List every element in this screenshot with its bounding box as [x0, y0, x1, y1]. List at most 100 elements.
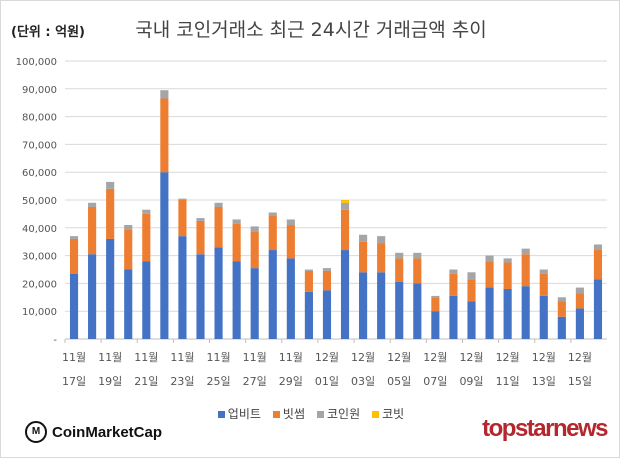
legend-swatch: [317, 411, 324, 418]
bar-segment-코인원: [340, 202, 350, 210]
legend-swatch: [217, 411, 225, 418]
bar-segment-빗썸: [250, 231, 259, 269]
bar-segment-코인원: [304, 269, 313, 271]
bar-segment-업비트: [377, 272, 386, 339]
bar-segment-빗썸: [449, 273, 458, 296]
legend-label: 코인원: [327, 407, 361, 421]
legend-item: 업비트: [217, 407, 261, 421]
legend-swatch: [372, 411, 380, 418]
bar-segment-코인원: [377, 236, 386, 244]
x-tick-label: 11일: [496, 374, 520, 388]
bar-segment-코인원: [593, 244, 603, 251]
bar-segment-빗썸: [106, 188, 115, 239]
x-tick-label: 12월: [315, 351, 339, 364]
y-tick-label: -: [53, 335, 57, 346]
x-tick-label: 11월: [62, 351, 86, 364]
bar-segment-코인원: [485, 255, 494, 262]
chart-title: 국내 코인거래소 최근 24시간 거래금액 추이: [135, 19, 487, 41]
x-tick-label: 03일: [351, 374, 375, 388]
bar-segment-업비트: [142, 261, 151, 339]
bar-segment-업비트: [88, 254, 97, 339]
bar-segment-업비트: [521, 286, 530, 339]
y-tick-label: 40,000: [22, 224, 57, 235]
bar-segment-빗썸: [286, 225, 295, 259]
bar-segment-빗썸: [413, 258, 422, 284]
bar-segment-코인원: [449, 269, 458, 274]
bar-segment-업비트: [304, 291, 313, 339]
bar-segment-빗썸: [142, 213, 151, 262]
bar-segment-업비트: [322, 290, 332, 339]
bar-segment-업비트: [106, 238, 115, 339]
unit-label: (단위 : 억원): [11, 25, 85, 40]
coinmarketcap-logo: M CoinMarketCap: [25, 421, 162, 443]
bar-segment-코인원: [69, 236, 79, 239]
bar-segment-빗썸: [467, 279, 476, 302]
x-tick-label: 11월: [98, 351, 122, 364]
bar-segment-업비트: [485, 287, 494, 339]
bar-segment-빗썸: [359, 241, 368, 273]
bar-segment-빗썸: [521, 254, 530, 287]
legend-item: 코인원: [317, 407, 360, 421]
bar-segment-코인원: [359, 234, 368, 242]
bar-segment-업비트: [503, 288, 512, 339]
bar-segment-빗썸: [69, 238, 79, 274]
stacked-bar-chart: - 10,000 20,000 30,000 40,000 50,000 60,000 70,…: [16, 57, 607, 388]
bar-segment-코빗: [340, 200, 350, 203]
x-tick-label: 15일: [568, 374, 592, 388]
bar-segment-빗썸: [593, 250, 603, 280]
y-tick-label: 90,000: [22, 85, 57, 96]
bar-segment-업비트: [124, 269, 133, 339]
legend-label: 빗썸: [282, 407, 305, 421]
bar-segment-빗썸: [196, 220, 205, 255]
bar-segment-빗썸: [178, 200, 187, 237]
bar-segment-코인원: [250, 226, 259, 232]
x-tick-label: 01일: [315, 374, 339, 388]
bar-segment-빗썸: [124, 229, 133, 270]
x-tick-label: 12월: [532, 351, 556, 364]
x-tick-label: 12월: [496, 351, 520, 364]
bar-segment-빗썸: [304, 270, 313, 292]
bar-segment-코인원: [268, 212, 277, 216]
bar-segment-업비트: [178, 236, 187, 339]
bar-segment-코인원: [196, 218, 205, 221]
bar-segment-코인원: [160, 90, 169, 99]
x-tick-label: 23일: [170, 374, 194, 388]
bar-segment-빗썸: [268, 215, 277, 251]
bar-segment-빗썸: [557, 301, 566, 317]
x-tick-label: 11월: [170, 351, 194, 364]
y-tick-label: 30,000: [22, 252, 57, 263]
bar-segment-코인원: [521, 248, 530, 255]
bar-segment-빗썸: [539, 273, 548, 296]
bar-segment-코인원: [106, 181, 115, 189]
bar-segment-업비트: [431, 311, 440, 339]
legend-item: 코빗: [372, 407, 404, 421]
bar-segment-코인원: [214, 202, 223, 207]
x-tick-label: 11월: [207, 351, 231, 364]
x-tick-label: 19일: [98, 374, 122, 388]
bar-segment-업비트: [268, 250, 277, 339]
bar-segment-코인원: [575, 287, 584, 294]
topstarnews-logo: topstarnews: [482, 415, 608, 442]
y-tick-label: 50,000: [22, 196, 57, 207]
x-tick-label: 25일: [207, 374, 231, 388]
bar-segment-코인원: [322, 268, 332, 271]
bar-segment-업비트: [359, 272, 368, 339]
bar-segment-코인원: [431, 295, 440, 298]
x-tick-label: 11월: [279, 351, 303, 364]
bar-segment-빗썸: [232, 223, 241, 262]
bar-segment-업비트: [449, 295, 458, 339]
bar-segment-업비트: [340, 250, 350, 339]
bar-segment-빗썸: [322, 270, 332, 291]
bar-segment-업비트: [395, 282, 404, 339]
x-tick-label: 11월: [243, 351, 267, 364]
bar-segment-업비트: [539, 295, 548, 339]
bar-segment-업비트: [160, 172, 169, 339]
bar-segment-업비트: [557, 316, 566, 339]
y-tick-label: 10,000: [22, 307, 57, 318]
bar-segment-빗썸: [340, 209, 350, 251]
bar-segment-업비트: [467, 301, 476, 339]
x-tick-label: 13일: [532, 374, 556, 388]
legend-item: 빗썸: [272, 407, 305, 421]
bar-segment-코인원: [286, 219, 295, 226]
legend-label: 업비트: [227, 407, 261, 421]
